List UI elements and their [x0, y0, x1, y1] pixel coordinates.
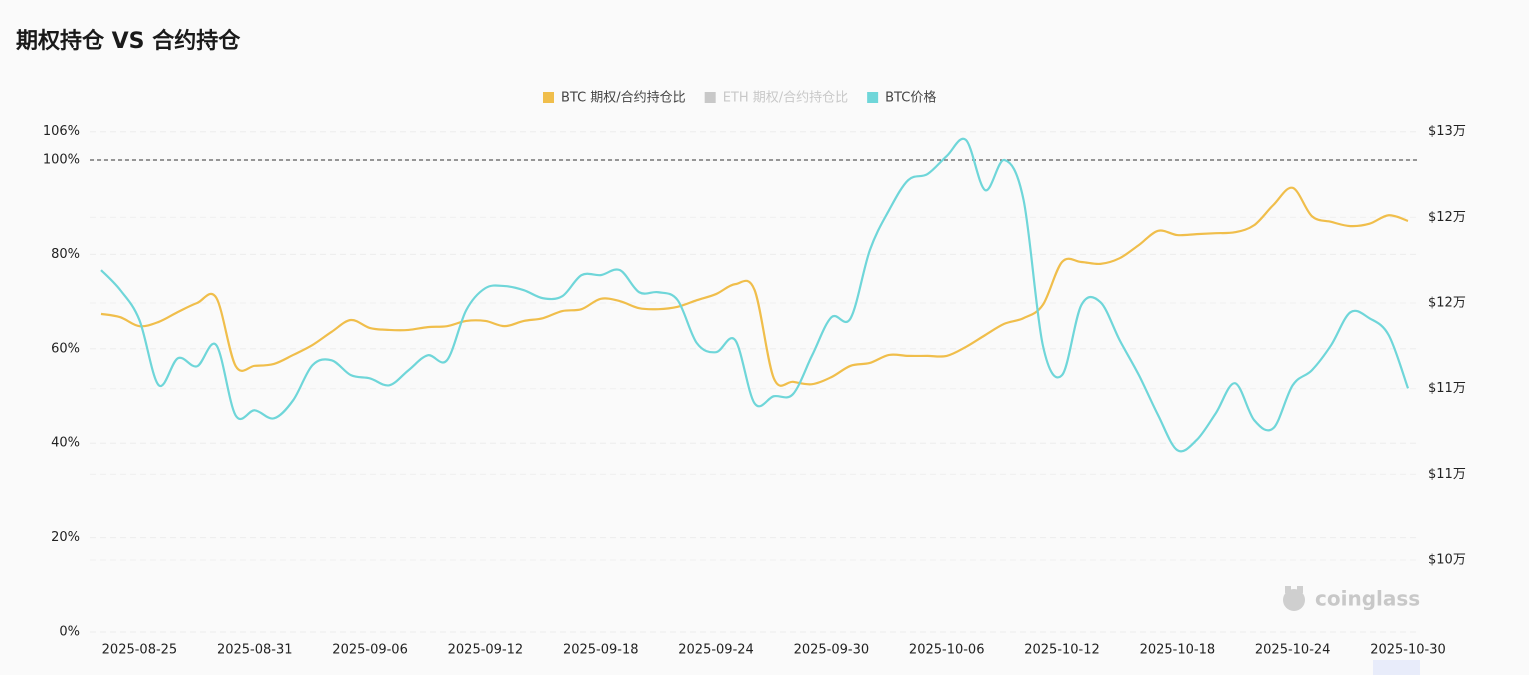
- x-tick-label: 2025-10-18: [1140, 643, 1216, 658]
- x-tick-label: 2025-09-18: [563, 643, 639, 658]
- line-series: [100, 186, 1409, 387]
- x-tick-label: 2025-09-12: [448, 643, 524, 658]
- legend-swatch: [543, 92, 554, 103]
- y-tick-label: 80%: [51, 247, 80, 262]
- y-tick-label: 100%: [43, 153, 80, 168]
- y2-tick-label: $11万: [1428, 467, 1466, 482]
- x-tick-label: 2025-09-24: [678, 643, 754, 658]
- y2-tick-label: $10万: [1428, 553, 1466, 568]
- x-tick-label: 2025-08-31: [217, 643, 293, 658]
- y2-tick-label: $13万: [1428, 124, 1466, 139]
- x-tick-label: 2025-09-06: [332, 643, 408, 658]
- line-series: [100, 137, 1410, 453]
- x-tick-label: 2025-09-30: [794, 643, 870, 658]
- y2-tick-label: $12万: [1428, 210, 1466, 225]
- legend-swatch: [867, 92, 879, 103]
- y-tick-label: 0%: [59, 625, 80, 640]
- legend-label[interactable]: BTC价格: [885, 90, 936, 106]
- y-tick-label: 60%: [51, 341, 80, 356]
- x-tick-label: 2025-10-24: [1255, 643, 1331, 658]
- legend-swatch: [704, 92, 716, 103]
- legend-label[interactable]: BTC 期权/合约持仓比: [561, 90, 686, 106]
- y2-tick-label: $12万: [1428, 296, 1466, 311]
- watermark: coinglass: [1315, 587, 1420, 611]
- y-tick-label: 20%: [51, 530, 80, 545]
- y-tick-label: 40%: [51, 436, 80, 451]
- y-tick-label: 106%: [43, 124, 80, 139]
- x-tick-label: 2025-10-30: [1370, 643, 1446, 658]
- x-tick-label: 2025-10-12: [1024, 643, 1100, 658]
- legend: BTC 期权/合约持仓比 ETH 期权/合约持仓比 BTC价格: [543, 90, 936, 106]
- y2-tick-label: $11万: [1428, 381, 1466, 396]
- scroll-handle: [1373, 660, 1420, 675]
- x-tick-label: 2025-10-06: [909, 643, 985, 658]
- chart-title: 期权持仓 VS 合约持仓: [16, 28, 241, 54]
- watermark-logo: [1283, 586, 1305, 611]
- legend-label[interactable]: ETH 期权/合约持仓比: [723, 90, 848, 106]
- x-tick-label: 2025-08-25: [102, 643, 178, 658]
